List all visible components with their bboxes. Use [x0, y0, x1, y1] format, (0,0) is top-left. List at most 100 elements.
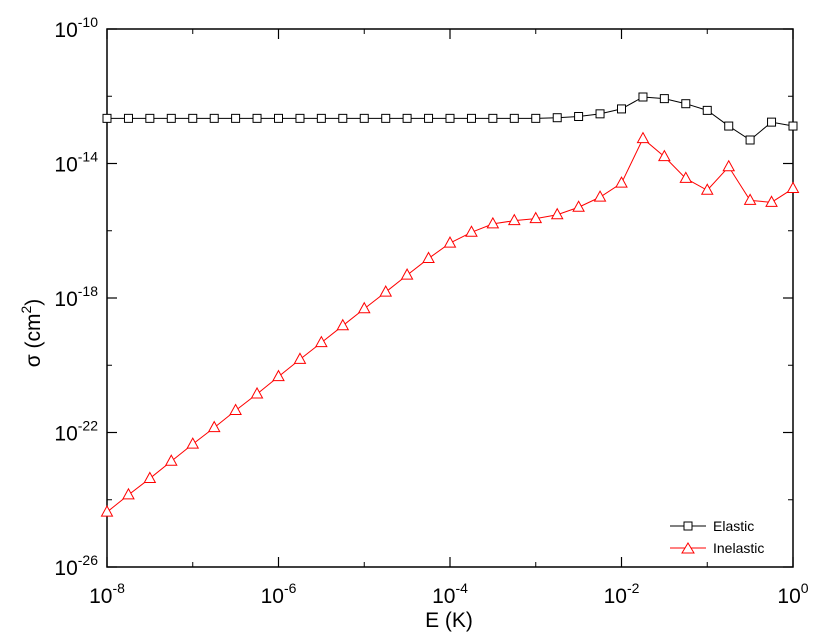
x-tick-label-base: 10 — [432, 585, 455, 608]
elastic-data-point — [145, 113, 155, 123]
elastic-data-point — [724, 121, 734, 131]
y-tick-label-base: 10 — [54, 19, 77, 42]
inelastic-data-point — [422, 251, 435, 263]
y-tick-label: 10-18 — [54, 283, 98, 311]
legend: Elastic Inelastic — [670, 518, 764, 556]
inelastic-data-point — [143, 471, 157, 483]
elastic-data-point — [381, 113, 391, 123]
elastic-data-point — [123, 113, 133, 123]
inelastic-data-point — [700, 183, 714, 195]
y-axis-label-superscript: 2 — [18, 306, 34, 314]
legend-elastic-label: Elastic — [713, 518, 754, 534]
x-axis-label: E (K) — [425, 609, 473, 632]
y-tick-label-exponent: -14 — [78, 149, 98, 165]
elastic-data-point — [681, 99, 691, 109]
inelastic-data-point — [636, 131, 650, 144]
elastic-data-point — [231, 113, 241, 123]
elastic-data-point — [445, 113, 455, 123]
elastic-data-point — [509, 113, 519, 123]
inelastic-data-point — [250, 386, 264, 399]
elastic-data-point — [209, 113, 219, 123]
y-tick-label-exponent: -10 — [78, 14, 98, 30]
x-tick-label-exponent: -4 — [455, 580, 468, 596]
inelastic-data-point — [722, 159, 736, 172]
inelastic-data-point — [615, 176, 628, 188]
inelastic-data-point — [315, 335, 328, 348]
inelastic-data-point — [507, 213, 521, 226]
elastic-data-point — [767, 117, 777, 127]
elastic-data-point — [402, 113, 412, 123]
elastic-data-point — [102, 113, 112, 123]
inelastic-data-point — [465, 225, 478, 237]
elastic-data-point — [552, 113, 562, 123]
inelastic-data-point — [743, 193, 757, 205]
elastic-data-point — [359, 113, 369, 123]
x-tick-label-base: 10 — [89, 585, 112, 608]
series-layer — [100, 92, 800, 517]
inelastic-data-point — [786, 181, 800, 194]
elastic-data-point — [252, 113, 262, 123]
inelastic-data-point — [658, 149, 671, 162]
elastic-data-point — [466, 113, 476, 123]
x-tick-label-base: 10 — [261, 585, 284, 608]
inelastic-data-point — [229, 403, 242, 416]
y-axis-label-close: ) — [22, 299, 45, 306]
y-tick-label-base: 10 — [54, 288, 77, 311]
inelastic-data-point — [400, 268, 414, 280]
legend-inelastic-marker — [681, 542, 695, 554]
inelastic-data-point — [164, 454, 178, 466]
elastic-data-point — [338, 113, 348, 123]
inelastic-data-point — [293, 352, 307, 364]
inelastic-data-point — [443, 236, 457, 248]
elastic-data-point — [424, 113, 434, 123]
inelastic-data-point — [679, 171, 693, 183]
elastic-data-point — [745, 135, 755, 145]
inelastic-data-point — [379, 285, 393, 297]
elastic-data-point — [188, 113, 198, 123]
elastic-data-point — [295, 113, 305, 123]
elastic-data-point — [274, 113, 283, 123]
inelastic-data-point — [122, 487, 135, 500]
axes — [106, 28, 794, 568]
y-tick-label: 10-10 — [54, 14, 98, 42]
tick-labels: 10-8 10-6 10-4 10-2 10010-2610-2210-1810-141… — [54, 14, 808, 608]
y-tick-label: 10-22 — [54, 418, 98, 446]
y-tick-label: 10-14 — [54, 149, 98, 177]
y-axis-label-main: σ (cm — [22, 314, 45, 368]
x-tick-label-exponent: -6 — [284, 580, 297, 596]
elastic-data-point — [617, 104, 626, 114]
y-tick-label-exponent: -22 — [78, 418, 98, 434]
legend-inelastic-label: Inelastic — [713, 540, 764, 556]
elastic-data-point — [638, 92, 648, 102]
x-tick-label-exponent: -8 — [112, 580, 125, 596]
elastic-data-point — [702, 105, 712, 115]
inelastic-data-point — [529, 211, 543, 224]
x-tick-label-base: 10 — [604, 585, 627, 608]
x-tick-label-exponent: -2 — [627, 580, 640, 596]
inelastic-data-point — [272, 369, 285, 382]
x-tick-label: 10-6 — [261, 580, 297, 608]
inelastic-data-point — [357, 301, 371, 314]
x-tick-label: 100 — [777, 580, 808, 608]
y-tick-label-base: 10 — [54, 154, 77, 177]
y-tick-label-exponent: -18 — [78, 283, 98, 299]
elastic-data-point — [574, 111, 584, 121]
inelastic-data-point — [572, 200, 585, 212]
inelastic-data-point — [100, 505, 114, 517]
inelastic-data-point — [336, 318, 350, 331]
inelastic-data-point — [765, 195, 778, 207]
inelastic-data-point — [593, 190, 607, 202]
x-tick-label: 10-8 — [89, 580, 125, 608]
elastic-data-point — [788, 121, 798, 131]
inelastic-data-point — [486, 216, 500, 229]
y-axis-label: σ (cm2) — [18, 299, 45, 368]
inelastic-data-point — [550, 207, 564, 220]
elastic-data-point — [531, 113, 541, 123]
inelastic-data-point — [186, 437, 200, 449]
elastic-data-point — [316, 113, 326, 123]
inelastic-data-point — [207, 420, 221, 433]
x-tick-label-base: 10 — [777, 585, 800, 608]
y-tick-label-exponent: -26 — [78, 552, 98, 568]
y-tick-label-base: 10 — [54, 423, 77, 446]
